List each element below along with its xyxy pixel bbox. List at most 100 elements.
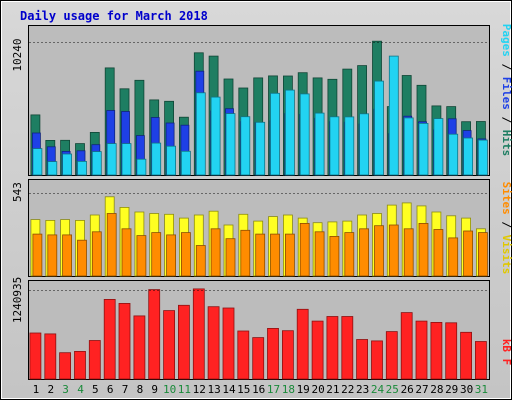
x-tick-day-22: 22: [341, 383, 354, 396]
bar-kb-f-day-21: [326, 316, 339, 380]
bar-pages-day-26: [403, 117, 414, 176]
x-tick-day-20: 20: [311, 383, 324, 396]
x-tick-day-25: 25: [386, 383, 399, 396]
ylabel-visits: Visits: [500, 235, 512, 275]
bar-kb-f-day-3: [59, 352, 71, 380]
bar-sites-day-7: [121, 228, 132, 277]
x-tick-day-11: 11: [178, 383, 191, 396]
bar-pages-day-25: [388, 55, 399, 176]
bar-sites-day-18: [284, 233, 295, 277]
x-tick-day-3: 3: [62, 383, 69, 396]
x-tick-day-15: 15: [237, 383, 250, 396]
bar-sites-day-26: [403, 228, 414, 277]
bar-kb-f-day-4: [74, 350, 86, 380]
bar-kb-f-day-7: [118, 302, 131, 380]
x-tick-day-13: 13: [207, 383, 220, 396]
bar-pages-day-12: [195, 92, 206, 176]
bar-kb-f-day-15: [237, 330, 250, 380]
bar-kb-f-day-5: [88, 340, 101, 380]
bar-pages-day-6: [106, 143, 117, 176]
bar-pages-day-14: [225, 113, 236, 176]
bar-sites-day-16: [255, 233, 266, 277]
bar-sites-day-23: [359, 228, 370, 277]
bar-pages-day-20: [314, 112, 325, 176]
bar-pages-day-30: [463, 137, 474, 176]
bar-kb-f-day-25: [385, 331, 398, 380]
bar-kb-f-day-14: [222, 307, 235, 380]
bar-kb-f-day-24: [371, 340, 383, 380]
x-tick-day-10: 10: [163, 383, 176, 396]
x-tick-day-1: 1: [33, 383, 40, 396]
bar-kb-f-day-30: [460, 331, 473, 380]
x-tick-day-6: 6: [107, 383, 114, 396]
x-tick-day-4: 4: [77, 383, 84, 396]
bar-pages-day-24: [374, 80, 384, 176]
bar-kb-f-day-1: [29, 332, 42, 380]
bar-pages-day-2: [47, 161, 58, 176]
bar-sites-day-25: [388, 224, 399, 277]
bar-kb-f-day-26: [400, 312, 413, 380]
bar-kb-f-day-9: [148, 289, 161, 380]
x-tick-day-18: 18: [282, 383, 295, 396]
x-tick-day-16: 16: [252, 383, 265, 396]
chart-title: Daily usage for March 2018: [20, 9, 208, 23]
kbf-panel-ylabel: kB F: [500, 339, 512, 366]
bar-kb-f-day-27: [415, 320, 428, 380]
bar-sites-day-31: [477, 232, 488, 277]
x-tick-day-9: 9: [151, 383, 158, 396]
bar-pages-day-4: [77, 160, 87, 176]
bar-sites-day-12: [195, 245, 206, 277]
bar-kb-f-day-13: [207, 306, 220, 380]
bar-sites-day-3: [62, 234, 72, 277]
x-tick-day-7: 7: [122, 383, 129, 396]
visits-panel-ylabel: Sites / Visits: [500, 182, 512, 275]
bar-kb-f-day-31: [474, 341, 487, 380]
bar-pages-day-23: [359, 113, 370, 176]
bar-pages-day-15: [240, 116, 251, 176]
bar-kb-f-day-6: [103, 298, 116, 380]
bar-kb-f-day-17: [267, 327, 279, 380]
bar-pages-day-18: [284, 89, 295, 176]
hits-panel-ylabel: Pages / Files / Hits: [500, 24, 512, 157]
x-tick-day-29: 29: [445, 383, 458, 396]
x-tick-day-2: 2: [47, 383, 54, 396]
visits-panel-ytick: 543: [11, 182, 24, 202]
x-tick-day-14: 14: [222, 383, 236, 396]
bar-sites-day-2: [47, 234, 58, 277]
hits-panel-ytick: 10240: [11, 38, 24, 71]
bar-sites-day-15: [240, 229, 251, 277]
bar-sites-day-17: [270, 233, 280, 277]
bar-sites-day-21: [329, 235, 340, 277]
bar-kb-f-day-18: [281, 330, 294, 380]
bar-pages-day-16: [255, 121, 266, 176]
ylabel-sites: Sites: [500, 182, 512, 215]
bar-kb-f-day-22: [341, 316, 354, 380]
bar-pages-day-8: [136, 158, 147, 176]
ylabel-pages: Pages: [500, 24, 512, 57]
bar-sites-day-27: [418, 222, 429, 277]
ylabel-files: Files: [500, 77, 512, 110]
x-tick-day-24: 24: [371, 383, 385, 396]
x-tick-day-27: 27: [415, 383, 428, 396]
bar-sites-day-9: [151, 232, 162, 277]
x-tick-day-31: 31: [475, 383, 488, 396]
bar-sites-day-13: [210, 228, 221, 277]
bar-kb-f-day-28: [430, 321, 443, 380]
bar-sites-day-1: [32, 233, 43, 277]
bar-pages-day-3: [62, 153, 72, 176]
bar-sites-day-5: [91, 231, 102, 277]
x-tick-day-21: 21: [326, 383, 339, 396]
bar-sites-day-30: [463, 230, 474, 277]
bar-pages-day-1: [32, 148, 43, 176]
bar-kb-f-day-29: [445, 322, 458, 380]
bar-kb-f-day-10: [163, 310, 176, 380]
bar-pages-day-17: [270, 92, 280, 176]
bar-kb-f-day-19: [296, 308, 309, 380]
x-tick-day-30: 30: [460, 383, 473, 396]
bar-kb-f-day-16: [252, 337, 265, 380]
bar-kb-f-day-20: [311, 320, 324, 380]
bar-sites-day-4: [77, 239, 87, 277]
bar-sites-day-10: [166, 234, 177, 277]
